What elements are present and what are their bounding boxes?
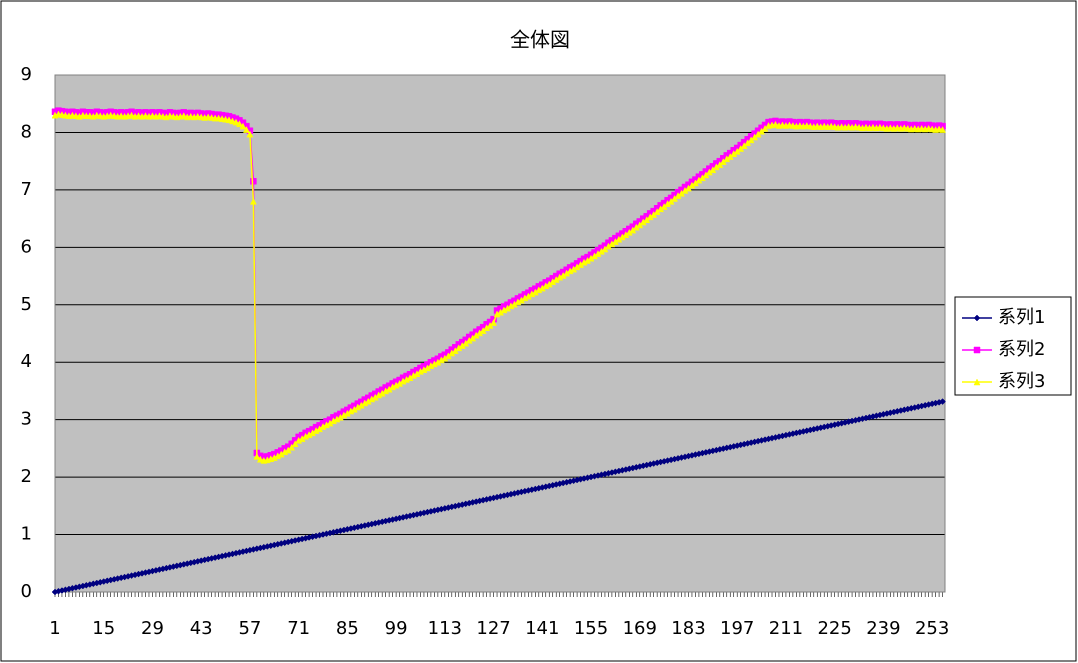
legend-label: 系列2 xyxy=(998,339,1045,360)
x-tick-label: 1 xyxy=(49,618,60,639)
marker xyxy=(229,117,236,125)
x-tick-label: 71 xyxy=(287,618,310,639)
legend xyxy=(954,296,1072,396)
y-tick-label: 1 xyxy=(21,524,32,545)
y-tick-label: 0 xyxy=(21,581,32,602)
x-tick-label: 225 xyxy=(817,618,851,639)
y-tick-label: 2 xyxy=(21,466,32,487)
x-tick-label: 239 xyxy=(866,618,900,639)
marker xyxy=(253,452,261,460)
x-tick-label: 211 xyxy=(769,618,803,639)
marker xyxy=(490,319,497,326)
marker xyxy=(180,112,188,120)
marker xyxy=(939,126,946,133)
y-tick-label: 9 xyxy=(21,64,32,85)
marker xyxy=(246,130,254,138)
x-tick-label: 15 xyxy=(92,618,115,639)
marker xyxy=(250,178,257,185)
x-tick-label: 99 xyxy=(385,618,408,639)
x-tick-label: 57 xyxy=(238,618,261,639)
marker xyxy=(249,197,257,205)
y-tick-label: 5 xyxy=(21,294,32,315)
x-tick-label: 43 xyxy=(190,618,213,639)
legend-label: 系列1 xyxy=(998,307,1045,328)
x-tick-label: 155 xyxy=(574,618,608,639)
y-tick-label: 6 xyxy=(21,236,32,257)
x-tick-label: 29 xyxy=(141,618,164,639)
x-tick-label: 127 xyxy=(476,618,510,639)
marker xyxy=(939,398,946,405)
marker xyxy=(236,120,243,128)
plot-border xyxy=(54,74,946,593)
x-tick-label: 85 xyxy=(336,618,359,639)
marker xyxy=(239,122,247,130)
marker xyxy=(243,126,250,133)
marker xyxy=(973,346,981,354)
marker xyxy=(772,120,779,128)
marker xyxy=(973,378,981,386)
marker xyxy=(291,440,299,448)
x-tick-label: 141 xyxy=(525,618,559,639)
x-tick-label: 183 xyxy=(671,618,705,639)
marker xyxy=(225,116,233,124)
marker xyxy=(288,443,296,451)
plot-area xyxy=(55,75,945,592)
marker xyxy=(256,455,264,463)
chart-title: 全体図 xyxy=(510,28,570,52)
x-tick-label: 197 xyxy=(720,618,754,639)
legend-label: 系列3 xyxy=(998,371,1045,392)
marker xyxy=(128,111,135,119)
y-tick-label: 8 xyxy=(21,121,32,142)
marker xyxy=(973,314,981,322)
series-layer xyxy=(51,107,946,596)
y-tick-label: 4 xyxy=(21,351,32,372)
y-tick-label: 3 xyxy=(21,409,32,430)
y-tick-label: 7 xyxy=(21,179,32,200)
x-tick-label: 113 xyxy=(428,618,462,639)
x-tick-label: 169 xyxy=(623,618,657,639)
legend-items: 系列1 系列2 系列3 xyxy=(962,307,1045,392)
x-tick-label: 253 xyxy=(915,618,949,639)
marker xyxy=(232,118,240,126)
